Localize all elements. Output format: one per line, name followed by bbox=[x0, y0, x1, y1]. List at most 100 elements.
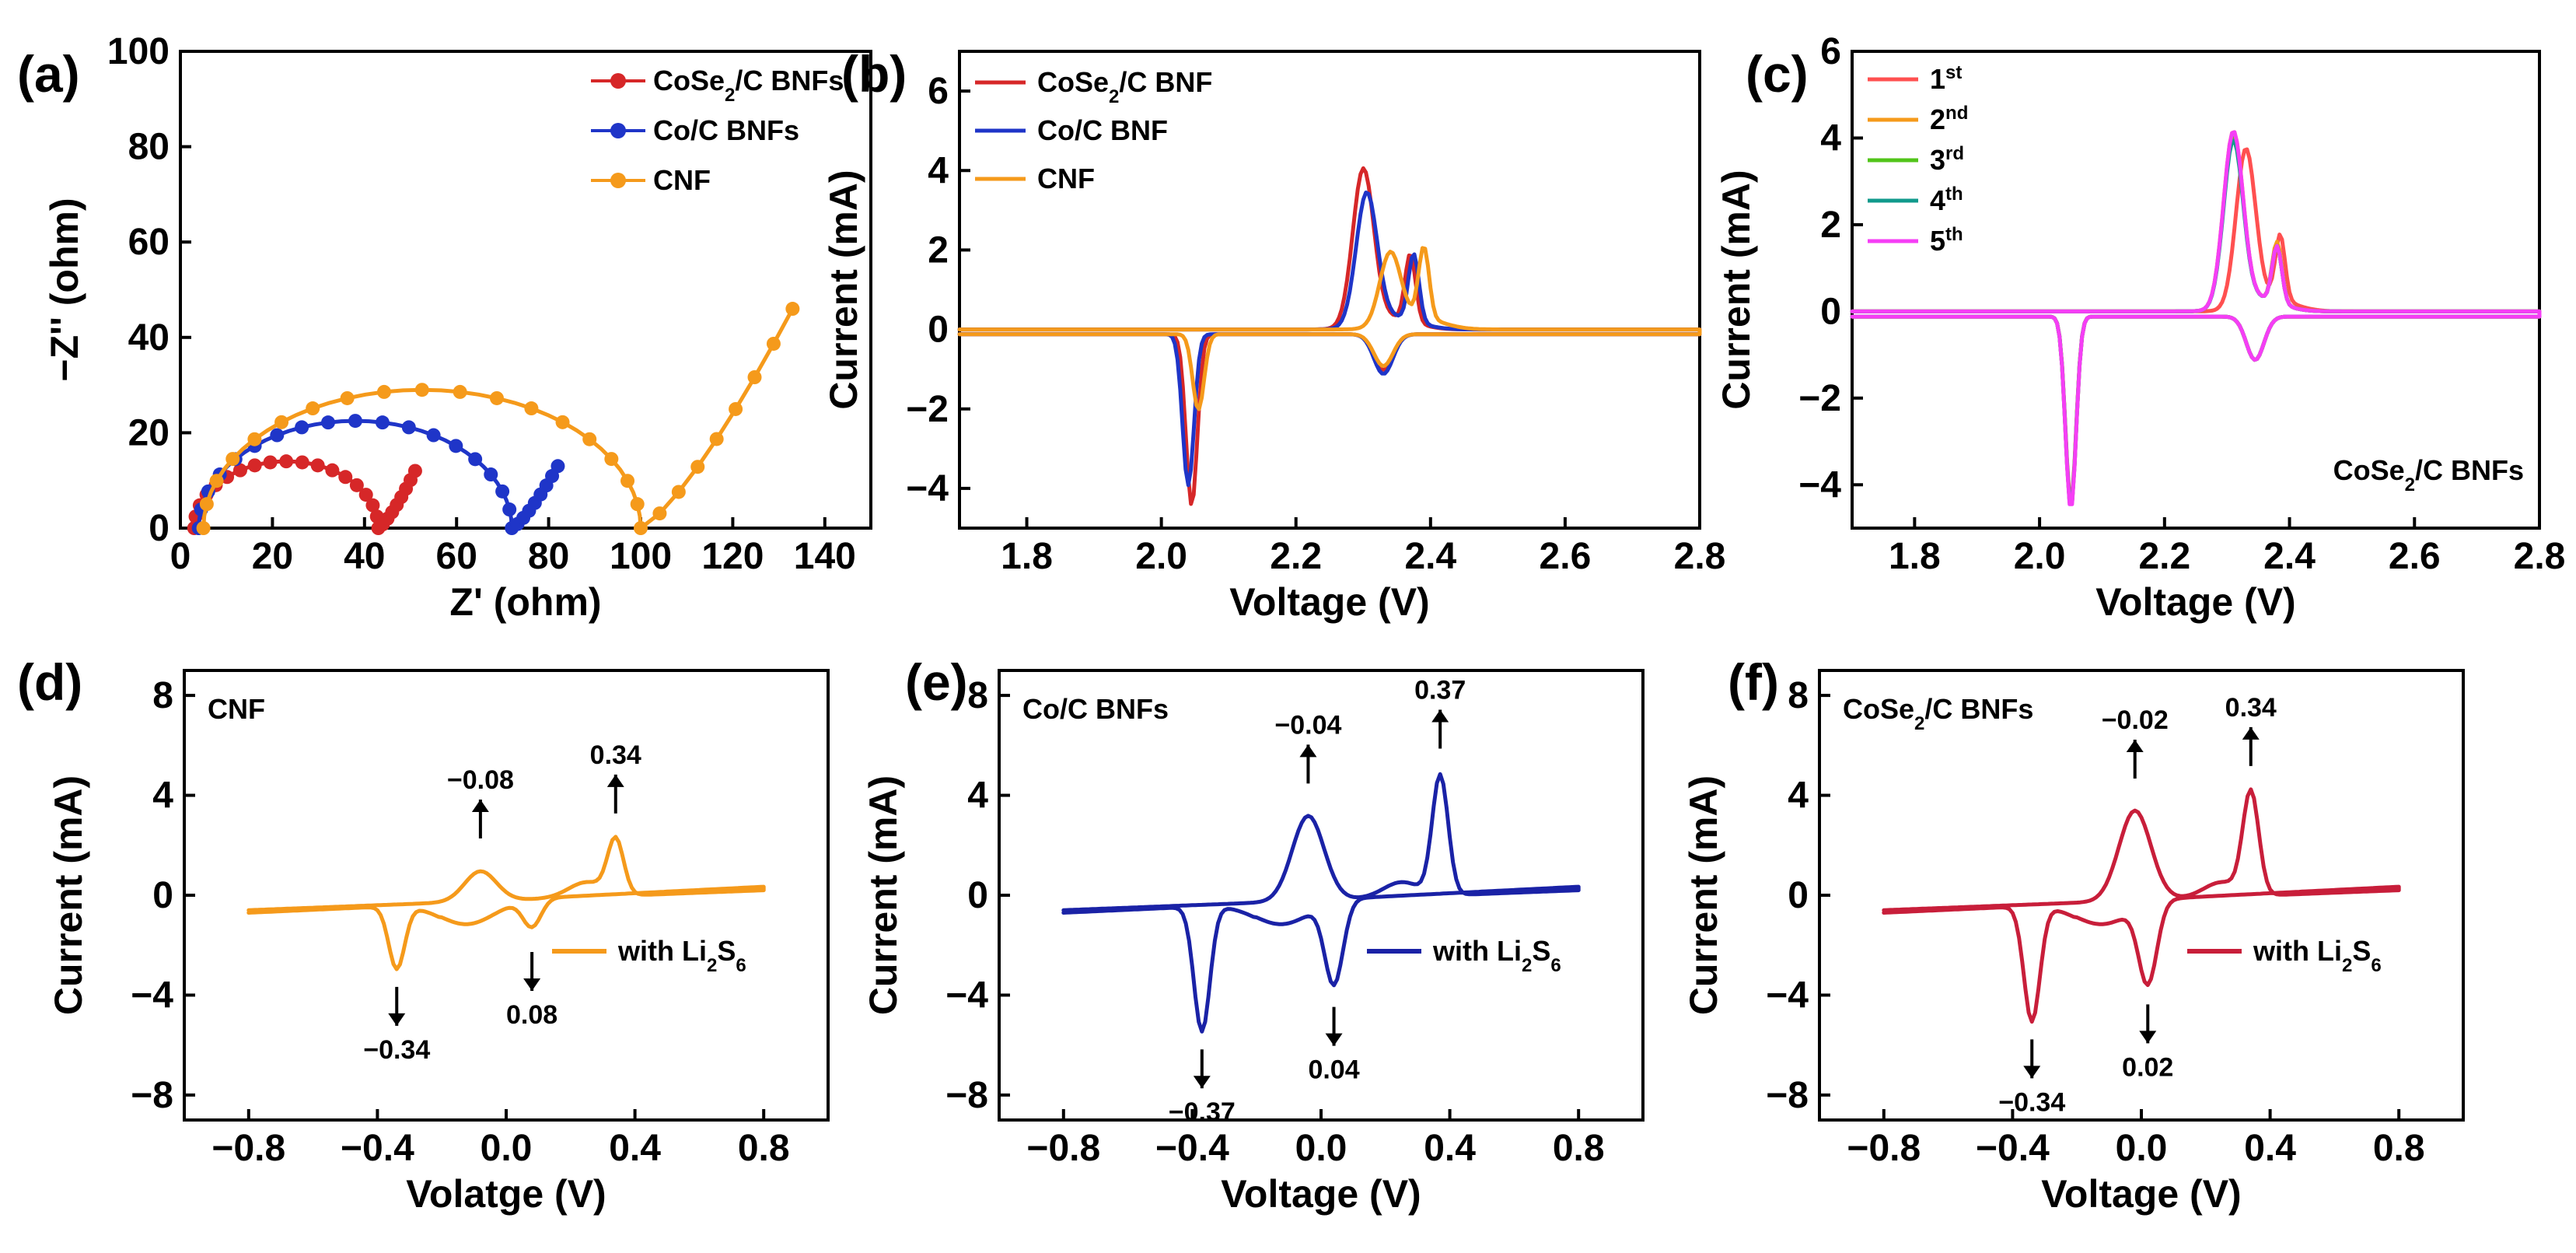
x-tick-label: 0 bbox=[170, 536, 191, 577]
nyquist-point bbox=[634, 521, 648, 535]
cv-curve-2 bbox=[957, 246, 1702, 411]
nyquist-point bbox=[310, 458, 325, 473]
legend-label: 5th bbox=[1930, 224, 1963, 257]
nyquist-point bbox=[349, 478, 364, 492]
y-tick-label: 0 bbox=[152, 875, 173, 916]
x-tick-label: 2.8 bbox=[2514, 536, 2566, 577]
nyquist-point bbox=[426, 428, 441, 443]
peak-label: −0.34 bbox=[363, 1035, 430, 1065]
x-tick-label: 0.4 bbox=[609, 1128, 661, 1169]
nyquist-point bbox=[338, 470, 353, 485]
panel-label: (c) bbox=[1746, 45, 1809, 103]
x-tick-label: 100 bbox=[610, 536, 672, 577]
plot-frame bbox=[179, 50, 872, 530]
nyquist-point bbox=[209, 474, 224, 488]
nyquist-point bbox=[376, 384, 391, 399]
y-tick-label: 60 bbox=[128, 222, 170, 263]
legend-label: CoSe2/C BNF bbox=[1037, 66, 1212, 107]
panel-title: CoSe2/C BNFs bbox=[1843, 693, 2033, 734]
legend-label: CNF bbox=[1037, 163, 1095, 194]
legend-label: Co/C BNFs bbox=[653, 114, 799, 146]
peak-label: 0.34 bbox=[590, 740, 641, 770]
nyquist-point bbox=[321, 415, 336, 430]
arrow-head bbox=[523, 978, 541, 991]
x-axis-label: Voltage (V) bbox=[1229, 580, 1429, 624]
y-tick-label: 0 bbox=[1788, 875, 1809, 916]
x-axis-label: Voltage (V) bbox=[2095, 580, 2295, 624]
y-tick-label: −2 bbox=[906, 389, 949, 430]
cv-curve bbox=[1882, 787, 2401, 1024]
x-axis-label: Z' (ohm) bbox=[449, 580, 601, 624]
nyquist-point bbox=[279, 454, 294, 469]
nyquist-point bbox=[766, 336, 781, 351]
nyquist-point bbox=[232, 463, 247, 478]
x-tick-label: 2.6 bbox=[2389, 536, 2441, 577]
x-tick-label: 0.0 bbox=[481, 1128, 533, 1169]
y-tick-label: 4 bbox=[928, 150, 949, 191]
panel-label: (a) bbox=[17, 45, 80, 103]
nyquist-point bbox=[414, 383, 429, 397]
legend-label: with Li2S6 bbox=[1432, 935, 1561, 976]
x-tick-label: −0.8 bbox=[211, 1128, 285, 1169]
x-tick-label: 2.8 bbox=[1674, 536, 1726, 577]
nyquist-point bbox=[348, 414, 362, 429]
y-tick-label: 100 bbox=[107, 31, 170, 72]
y-tick-label: 4 bbox=[967, 775, 988, 817]
nyquist-point bbox=[358, 488, 373, 502]
y-tick-label: −4 bbox=[906, 468, 949, 509]
y-tick-label: 0 bbox=[149, 508, 170, 549]
y-tick-label: 80 bbox=[128, 127, 170, 168]
nyquist-point bbox=[604, 452, 619, 467]
arrow-head bbox=[2023, 1066, 2041, 1079]
nyquist-point bbox=[502, 502, 517, 517]
arrow-head bbox=[2139, 1031, 2157, 1044]
cv-curve-4 bbox=[1850, 130, 2542, 506]
x-axis-label: Voltage (V) bbox=[2041, 1172, 2241, 1216]
peak-label: 0.02 bbox=[2122, 1052, 2173, 1082]
y-tick-label: 8 bbox=[967, 675, 988, 716]
panel-label: (b) bbox=[841, 45, 907, 103]
legend-label: with Li2S6 bbox=[2253, 935, 2382, 976]
x-tick-label: 1.8 bbox=[1889, 536, 1941, 577]
x-tick-label: 2.4 bbox=[2263, 536, 2316, 577]
nyquist-point bbox=[785, 302, 800, 317]
panel-label: (e) bbox=[905, 653, 968, 711]
legend-marker bbox=[610, 123, 626, 138]
x-tick-label: 2.4 bbox=[1404, 536, 1456, 577]
nyquist-point bbox=[295, 420, 309, 435]
y-tick-label: 8 bbox=[152, 675, 173, 716]
y-tick-label: 8 bbox=[1788, 675, 1809, 716]
nyquist-point bbox=[468, 452, 483, 467]
peak-label: −0.02 bbox=[2102, 705, 2169, 735]
nyquist-point bbox=[489, 390, 504, 405]
x-tick-label: 2.6 bbox=[1540, 536, 1592, 577]
arrow-head bbox=[1325, 1033, 1343, 1046]
nyquist-point bbox=[453, 384, 467, 399]
nyquist-point bbox=[274, 415, 289, 429]
nyquist-point bbox=[747, 370, 762, 385]
x-tick-label: −0.4 bbox=[1976, 1128, 2050, 1169]
x-tick-label: 80 bbox=[528, 536, 569, 577]
x-tick-label: −0.4 bbox=[1155, 1128, 1229, 1169]
y-tick-label: 0 bbox=[967, 875, 988, 916]
nyquist-point bbox=[671, 485, 686, 499]
nyquist-point bbox=[652, 506, 667, 521]
legend-label: Co/C BNF bbox=[1037, 114, 1168, 146]
nyquist-point bbox=[484, 467, 498, 482]
arrow-head bbox=[471, 800, 489, 813]
x-tick-label: 120 bbox=[701, 536, 764, 577]
y-tick-label: 40 bbox=[128, 317, 170, 359]
panel-title: Co/C BNFs bbox=[1022, 693, 1169, 725]
x-tick-label: 2.0 bbox=[2014, 536, 2066, 577]
peak-label: 0.04 bbox=[1308, 1055, 1359, 1085]
nyquist-point bbox=[407, 464, 422, 478]
y-axis-label: Current (mA) bbox=[1714, 170, 1758, 409]
nyquist-point bbox=[375, 415, 390, 430]
nyquist-point bbox=[729, 401, 743, 416]
peak-label: −0.37 bbox=[1169, 1097, 1236, 1127]
y-tick-label: −4 bbox=[945, 975, 988, 1016]
nyquist-point bbox=[495, 484, 510, 499]
arrow-head bbox=[1193, 1076, 1211, 1089]
legend-marker bbox=[610, 173, 626, 188]
